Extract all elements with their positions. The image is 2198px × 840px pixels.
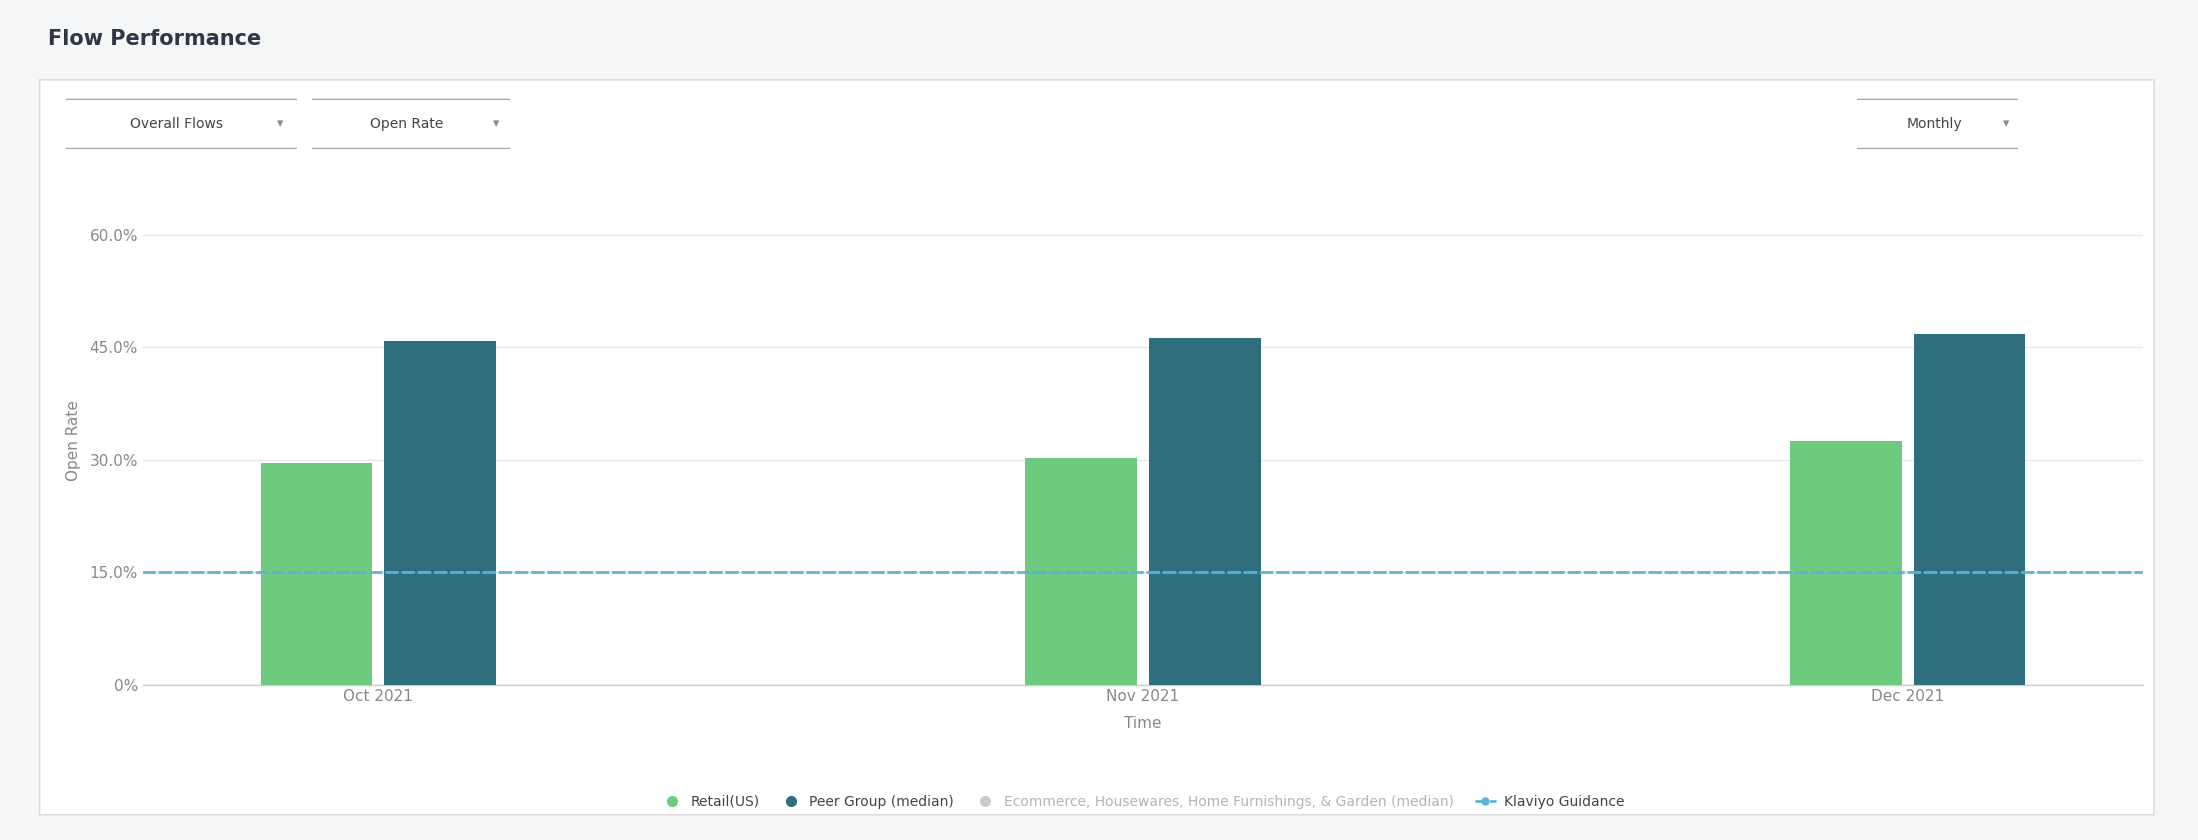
Text: Flow Performance: Flow Performance [48,29,262,50]
Text: ▾: ▾ [492,118,499,130]
Bar [1914,333,2024,685]
Bar [262,464,371,685]
Legend: Retail(US), Peer Group (median), Ecommerce, Housewares, Home Furnishings, & Gard: Retail(US), Peer Group (median), Ecommer… [655,789,1631,814]
X-axis label: Time: Time [1123,716,1163,731]
Text: Overall Flows: Overall Flows [130,117,224,131]
FancyBboxPatch shape [303,99,517,149]
Bar [385,341,497,685]
Y-axis label: Open Rate: Open Rate [66,401,81,481]
Text: ▾: ▾ [2002,118,2009,130]
Bar [1024,459,1136,685]
FancyBboxPatch shape [1851,99,2022,149]
FancyBboxPatch shape [40,80,2154,815]
FancyBboxPatch shape [57,99,303,149]
Bar [1789,441,1901,685]
Text: ▾: ▾ [277,118,284,130]
Bar [1150,338,1262,685]
Text: Open Rate: Open Rate [371,117,444,131]
Text: Monthly: Monthly [1906,117,1963,131]
